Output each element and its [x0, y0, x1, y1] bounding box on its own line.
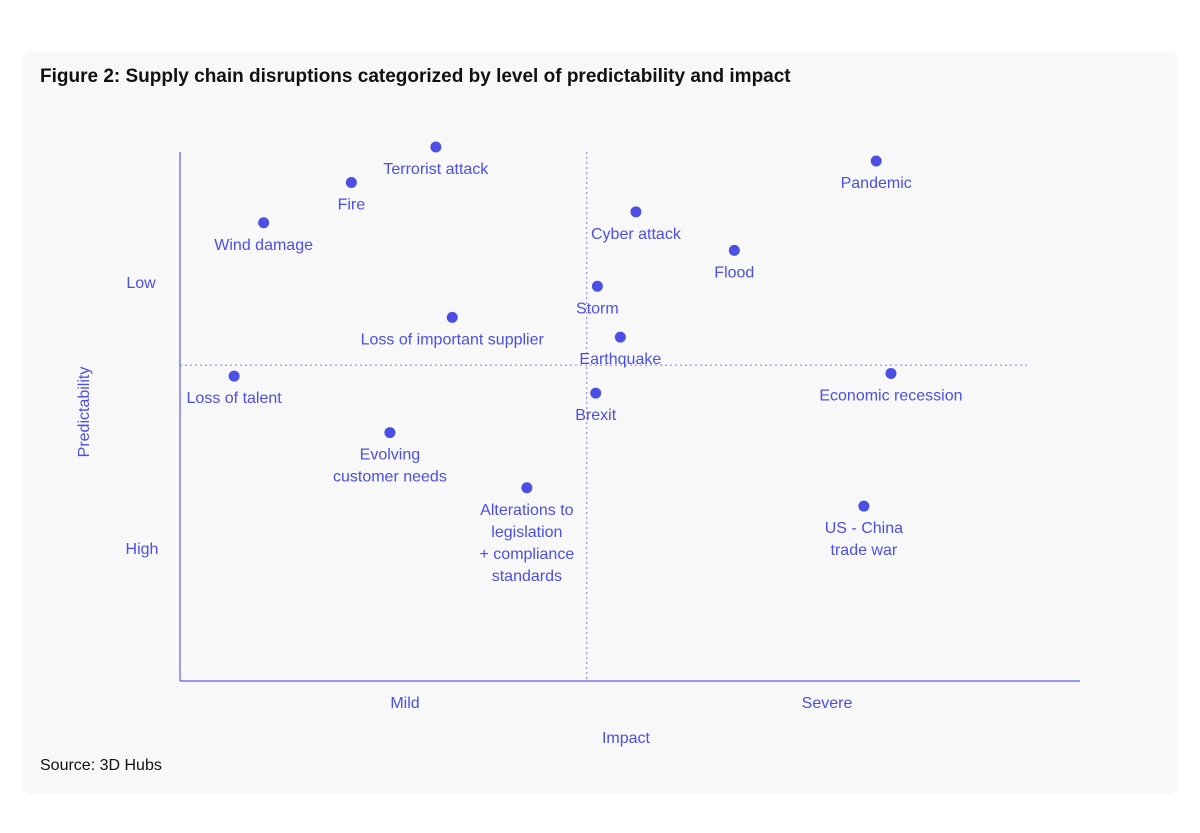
data-point-label: Cyber attack — [591, 226, 682, 243]
data-point-label: Fire — [338, 196, 366, 213]
data-point-label: Brexit — [575, 407, 616, 424]
data-point — [630, 206, 642, 218]
data-point-label: Economic recession — [819, 387, 962, 404]
data-point — [446, 311, 458, 323]
data-point — [590, 387, 602, 399]
data-point-label: Earthquake — [579, 351, 661, 368]
data-point-label: Terrorist attack — [383, 161, 489, 178]
data-point-label: Wind damage — [214, 237, 313, 254]
data-point — [258, 217, 270, 229]
data-point — [430, 141, 442, 153]
source-note: Source: 3D Hubs — [40, 757, 162, 774]
x-tick-label-severe: Severe — [802, 695, 853, 712]
data-point-label: Evolving customer needs — [333, 447, 447, 486]
y-tick-label-high: High — [126, 541, 159, 558]
data-point — [614, 331, 626, 343]
data-point — [345, 176, 357, 188]
x-axis-title: Impact — [602, 730, 651, 747]
data-point-label: Alterations to legislation + compliance sta… — [480, 502, 575, 585]
data-point-label: Pandemic — [841, 175, 912, 192]
figure-title: Figure 2: Supply chain disruptions categ… — [40, 66, 791, 87]
data-point — [885, 367, 897, 379]
data-point — [384, 427, 396, 439]
data-point-label: US - China trade war — [825, 520, 903, 559]
data-point — [728, 244, 740, 256]
data-points: Terrorist attack Fire Wind damage Pandemic C… — [187, 141, 963, 585]
data-point — [858, 500, 870, 512]
chart-card — [22, 52, 1178, 794]
data-point — [870, 155, 882, 167]
data-point-label: Loss of talent — [187, 390, 283, 407]
x-tick-label-mild: Mild — [390, 695, 419, 712]
data-point — [228, 370, 240, 382]
data-point-label: Loss of important supplier — [361, 331, 545, 348]
data-point — [591, 280, 603, 292]
data-point-label: Flood — [714, 264, 754, 281]
data-point — [521, 482, 533, 494]
y-tick-label-low: Low — [126, 275, 156, 292]
y-axis-title: Predictability — [76, 367, 93, 458]
data-point-label: Storm — [576, 300, 619, 317]
